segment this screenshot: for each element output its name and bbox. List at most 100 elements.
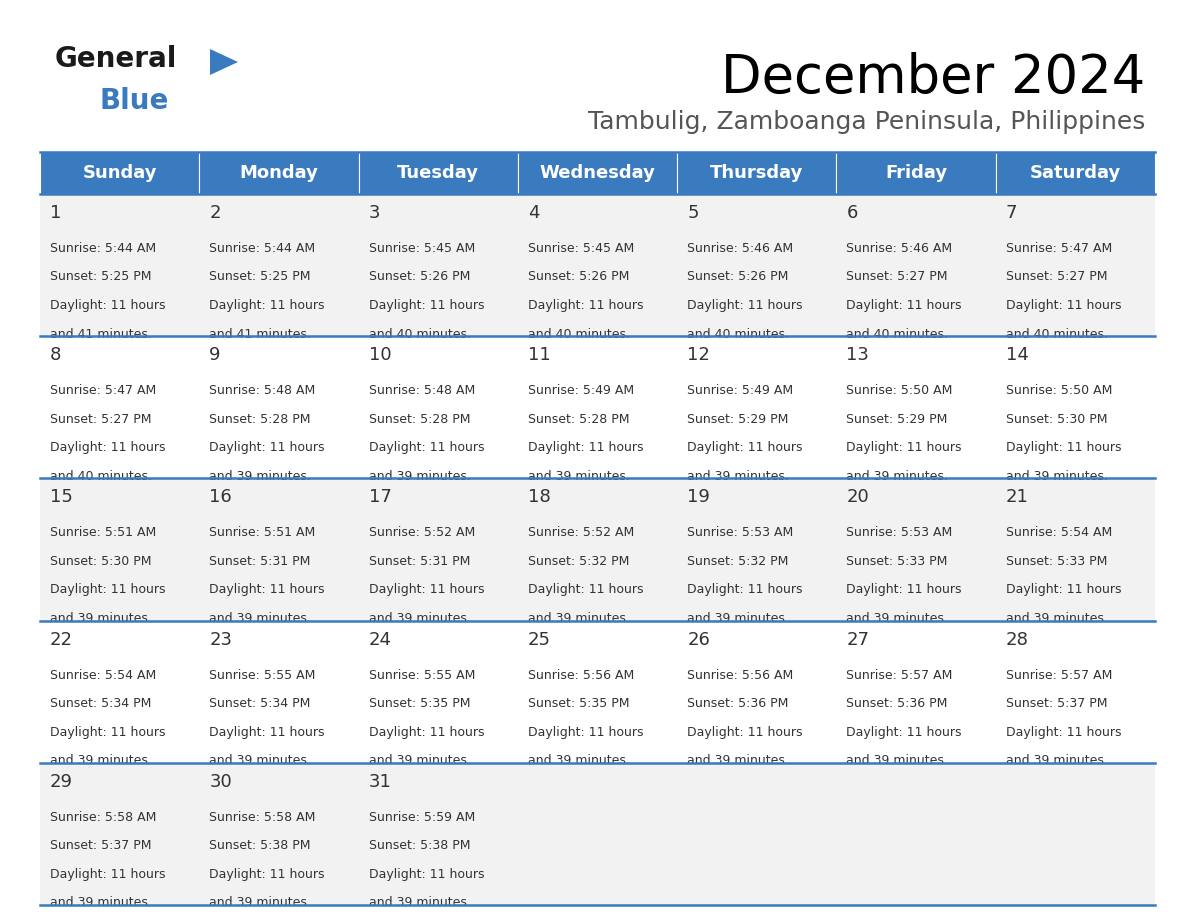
Bar (677, 194, 836, 336)
Text: and 41 minutes.: and 41 minutes. (50, 328, 152, 341)
Text: 30: 30 (209, 773, 232, 790)
Bar (996, 763, 1155, 905)
Text: Sunset: 5:37 PM: Sunset: 5:37 PM (1006, 697, 1107, 711)
Text: Sunrise: 5:44 AM: Sunrise: 5:44 AM (50, 242, 156, 255)
Text: 25: 25 (527, 631, 551, 649)
Bar (359, 621, 518, 763)
Text: Sunrise: 5:59 AM: Sunrise: 5:59 AM (368, 811, 475, 823)
Text: Daylight: 11 hours: Daylight: 11 hours (1006, 299, 1121, 312)
Text: and 39 minutes.: and 39 minutes. (687, 754, 789, 767)
Text: Sunrise: 5:58 AM: Sunrise: 5:58 AM (209, 811, 316, 823)
Text: Daylight: 11 hours: Daylight: 11 hours (50, 299, 165, 312)
Text: Daylight: 11 hours: Daylight: 11 hours (687, 584, 803, 597)
Text: Sunrise: 5:53 AM: Sunrise: 5:53 AM (846, 526, 953, 540)
Text: Sunset: 5:34 PM: Sunset: 5:34 PM (209, 697, 310, 711)
Text: Sunset: 5:37 PM: Sunset: 5:37 PM (50, 839, 152, 852)
Text: Sunrise: 5:44 AM: Sunrise: 5:44 AM (209, 242, 315, 255)
Text: and 39 minutes.: and 39 minutes. (687, 470, 789, 483)
Text: 5: 5 (687, 204, 699, 222)
Text: and 39 minutes.: and 39 minutes. (687, 612, 789, 625)
Text: 17: 17 (368, 488, 392, 507)
Text: General: General (55, 45, 177, 73)
Bar (359, 478, 518, 621)
Text: Daylight: 11 hours: Daylight: 11 hours (50, 442, 165, 454)
Text: 3: 3 (368, 204, 380, 222)
Bar (200, 152, 359, 194)
Text: Sunset: 5:27 PM: Sunset: 5:27 PM (846, 271, 948, 284)
Text: Sunset: 5:27 PM: Sunset: 5:27 PM (50, 413, 152, 426)
Text: and 39 minutes.: and 39 minutes. (209, 896, 311, 910)
Text: 18: 18 (527, 488, 550, 507)
Text: 11: 11 (527, 346, 550, 364)
Text: Sunset: 5:35 PM: Sunset: 5:35 PM (527, 697, 630, 711)
Bar (518, 152, 677, 194)
Text: and 39 minutes.: and 39 minutes. (846, 470, 948, 483)
Text: and 39 minutes.: and 39 minutes. (368, 896, 470, 910)
Text: Sunset: 5:33 PM: Sunset: 5:33 PM (1006, 554, 1107, 568)
Text: and 40 minutes.: and 40 minutes. (1006, 328, 1107, 341)
Bar (200, 194, 359, 336)
Text: 10: 10 (368, 346, 391, 364)
Text: 9: 9 (209, 346, 221, 364)
Text: Sunset: 5:31 PM: Sunset: 5:31 PM (209, 554, 310, 568)
Text: and 39 minutes.: and 39 minutes. (368, 612, 470, 625)
Text: Daylight: 11 hours: Daylight: 11 hours (687, 725, 803, 739)
Bar (359, 336, 518, 478)
Text: Daylight: 11 hours: Daylight: 11 hours (368, 868, 484, 880)
Text: Sunset: 5:38 PM: Sunset: 5:38 PM (209, 839, 311, 852)
Text: Daylight: 11 hours: Daylight: 11 hours (209, 584, 324, 597)
Text: Tuesday: Tuesday (397, 164, 479, 182)
Text: Daylight: 11 hours: Daylight: 11 hours (687, 299, 803, 312)
Bar (836, 763, 996, 905)
Text: Sunrise: 5:46 AM: Sunrise: 5:46 AM (846, 242, 953, 255)
Text: 4: 4 (527, 204, 539, 222)
Text: and 40 minutes.: and 40 minutes. (368, 328, 470, 341)
Text: Sunrise: 5:49 AM: Sunrise: 5:49 AM (527, 385, 634, 397)
Text: Daylight: 11 hours: Daylight: 11 hours (209, 868, 324, 880)
Text: 13: 13 (846, 346, 870, 364)
Text: and 40 minutes.: and 40 minutes. (50, 470, 152, 483)
Text: Sunset: 5:25 PM: Sunset: 5:25 PM (209, 271, 311, 284)
Text: Sunset: 5:36 PM: Sunset: 5:36 PM (687, 697, 789, 711)
Text: Sunrise: 5:58 AM: Sunrise: 5:58 AM (50, 811, 157, 823)
Text: December 2024: December 2024 (721, 52, 1145, 104)
Text: and 39 minutes.: and 39 minutes. (846, 754, 948, 767)
Text: Daylight: 11 hours: Daylight: 11 hours (846, 299, 962, 312)
Bar (836, 194, 996, 336)
Bar (996, 336, 1155, 478)
Text: and 40 minutes.: and 40 minutes. (687, 328, 789, 341)
Text: and 39 minutes.: and 39 minutes. (368, 470, 470, 483)
Text: Daylight: 11 hours: Daylight: 11 hours (368, 584, 484, 597)
Bar (518, 336, 677, 478)
Text: and 39 minutes.: and 39 minutes. (50, 896, 152, 910)
Text: Daylight: 11 hours: Daylight: 11 hours (846, 442, 962, 454)
Text: Sunrise: 5:56 AM: Sunrise: 5:56 AM (527, 668, 634, 681)
Polygon shape (210, 49, 238, 75)
Text: Sunset: 5:36 PM: Sunset: 5:36 PM (846, 697, 948, 711)
Text: 27: 27 (846, 631, 870, 649)
Text: and 39 minutes.: and 39 minutes. (1006, 470, 1107, 483)
Text: Sunrise: 5:57 AM: Sunrise: 5:57 AM (846, 668, 953, 681)
Text: Sunset: 5:29 PM: Sunset: 5:29 PM (687, 413, 789, 426)
Bar (677, 152, 836, 194)
Text: and 40 minutes.: and 40 minutes. (527, 328, 630, 341)
Text: Sunset: 5:32 PM: Sunset: 5:32 PM (527, 554, 630, 568)
Text: and 41 minutes.: and 41 minutes. (209, 328, 311, 341)
Text: Sunset: 5:33 PM: Sunset: 5:33 PM (846, 554, 948, 568)
Bar (677, 336, 836, 478)
Text: Sunset: 5:35 PM: Sunset: 5:35 PM (368, 697, 470, 711)
Bar (836, 621, 996, 763)
Text: Sunrise: 5:52 AM: Sunrise: 5:52 AM (527, 526, 634, 540)
Bar (359, 152, 518, 194)
Bar (359, 763, 518, 905)
Bar (200, 621, 359, 763)
Text: and 39 minutes.: and 39 minutes. (50, 612, 152, 625)
Text: Daylight: 11 hours: Daylight: 11 hours (527, 442, 644, 454)
Text: Sunset: 5:38 PM: Sunset: 5:38 PM (368, 839, 470, 852)
Text: 15: 15 (50, 488, 72, 507)
Text: Thursday: Thursday (710, 164, 803, 182)
Bar (836, 478, 996, 621)
Bar (996, 194, 1155, 336)
Text: Sunrise: 5:48 AM: Sunrise: 5:48 AM (209, 385, 316, 397)
Text: 24: 24 (368, 631, 392, 649)
